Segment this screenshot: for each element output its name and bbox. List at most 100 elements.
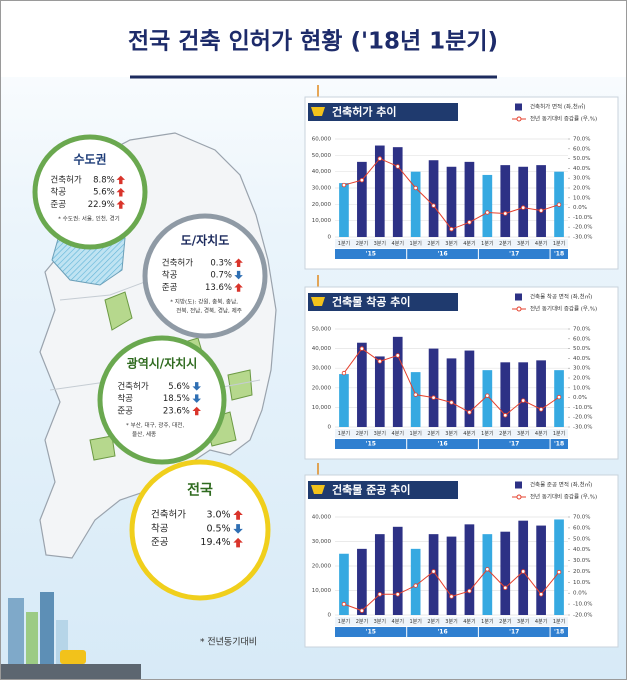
bar xyxy=(464,524,475,615)
bar xyxy=(518,362,529,427)
x-tick-label: 1분기 xyxy=(553,430,565,437)
title-icon xyxy=(311,107,325,116)
road xyxy=(1,664,141,679)
x-tick-label: 1분기 xyxy=(338,618,350,625)
y2-tick-label: 20.0% xyxy=(573,186,590,192)
x-tick-label: 4분기 xyxy=(535,430,547,437)
y2-tick-label: 70.0% xyxy=(573,137,590,143)
legend-label: 건축물 착공 면적 (좌,천㎡) xyxy=(530,293,592,301)
vehicle xyxy=(60,650,86,664)
region-note: 울산, 세종 xyxy=(132,430,156,438)
group-label: '15 xyxy=(366,441,376,448)
y-tick-label: 20,000 xyxy=(312,385,332,391)
y-tick-label: 20,000 xyxy=(312,564,332,570)
y2-tick-label: 30.0% xyxy=(573,366,590,372)
y2-tick-label: -30.0% xyxy=(573,425,592,431)
x-tick-label: 2분기 xyxy=(356,240,368,247)
row-value: 3.0% xyxy=(206,510,230,521)
y-tick-label: 10,000 xyxy=(312,405,332,411)
line-marker xyxy=(431,203,436,208)
bar xyxy=(554,519,564,615)
row-label: 건축허가 xyxy=(162,257,193,268)
x-tick-label: 2분기 xyxy=(427,240,439,247)
line-marker xyxy=(538,592,544,597)
line-marker xyxy=(377,592,383,597)
header-band xyxy=(1,1,626,77)
row-label: 준공 xyxy=(151,537,169,548)
x-tick-label: 1분기 xyxy=(481,430,493,437)
bar xyxy=(536,360,546,427)
row-value: 18.5% xyxy=(163,394,190,404)
bar xyxy=(339,183,349,237)
group-label: '18 xyxy=(554,441,564,448)
line-marker xyxy=(485,393,490,398)
x-tick-label: 4분기 xyxy=(392,430,404,437)
bar xyxy=(464,161,475,237)
x-tick-label: 2분기 xyxy=(356,430,368,437)
map-area xyxy=(227,369,253,401)
group-label: '17 xyxy=(509,251,519,258)
line-marker xyxy=(341,370,347,376)
footnote: * 전년동기대비 xyxy=(200,637,257,648)
region-circle xyxy=(142,213,268,339)
line-marker xyxy=(467,588,472,594)
row-value: 22.9% xyxy=(88,200,115,210)
bar xyxy=(482,370,493,427)
bar xyxy=(374,356,385,427)
region-circle xyxy=(97,335,227,465)
x-tick-label: 3분기 xyxy=(445,430,457,437)
y-tick-label: 10,000 xyxy=(312,588,332,594)
y2-tick-label: 50.0% xyxy=(573,346,590,352)
building xyxy=(8,598,24,668)
y2-tick-label: 70.0% xyxy=(573,515,590,521)
line-marker xyxy=(485,567,490,572)
line-marker xyxy=(395,164,400,169)
chart-title: 건축물 준공 추이 xyxy=(332,483,411,497)
y2-tick-label: -10.0% xyxy=(573,215,592,221)
y-tick-label: 0 xyxy=(328,425,332,431)
y-tick-label: 0 xyxy=(328,235,332,241)
row-value: 5.6% xyxy=(168,382,190,392)
region-note: * 부산, 대구, 광주, 대전, xyxy=(126,421,184,429)
bar xyxy=(500,531,511,615)
region-name: 전국 xyxy=(187,482,213,499)
y-tick-label: 30,000 xyxy=(312,539,332,545)
line-marker xyxy=(431,569,436,574)
row-label: 건축허가 xyxy=(151,510,186,521)
map-area xyxy=(89,435,116,461)
chart-title-bar xyxy=(308,103,458,121)
line-marker xyxy=(556,202,562,207)
row-label: 건축허가 xyxy=(50,174,81,185)
bar xyxy=(446,166,457,237)
bar xyxy=(428,160,439,237)
y2-tick-label: 0.0% xyxy=(573,591,587,597)
legend-marker xyxy=(516,306,522,312)
x-tick-label: 4분기 xyxy=(392,618,404,625)
group-label: '17 xyxy=(509,629,519,636)
x-tick-label: 3분기 xyxy=(445,240,457,247)
group-row xyxy=(335,439,568,449)
bar xyxy=(339,553,349,615)
group-label: '18 xyxy=(554,251,564,258)
line-marker xyxy=(503,585,508,590)
x-tick-label: 3분기 xyxy=(374,240,386,247)
x-tick-label: 4분기 xyxy=(463,430,475,437)
y2-tick-label: 20.0% xyxy=(573,569,590,575)
line-marker xyxy=(485,210,490,215)
skyline xyxy=(1,592,141,679)
x-tick-label: 1분기 xyxy=(481,618,493,625)
bar xyxy=(536,165,546,237)
y2-tick-label: 60.0% xyxy=(573,336,590,342)
legend-label: 전년 동기대비 증감률 (우,%) xyxy=(530,115,597,123)
chart-title: 건축허가 추이 xyxy=(332,105,397,119)
line-marker xyxy=(359,346,365,351)
line-marker xyxy=(395,592,400,597)
y2-tick-label: 50.0% xyxy=(573,536,590,542)
y2-tick-label: -30.0% xyxy=(573,235,592,241)
bar xyxy=(482,534,493,615)
line-marker xyxy=(413,185,418,191)
trend-arrow xyxy=(116,187,126,197)
y2-tick-label: -10.0% xyxy=(573,405,592,411)
line-marker xyxy=(431,395,436,400)
row-label: 준공 xyxy=(117,407,133,417)
